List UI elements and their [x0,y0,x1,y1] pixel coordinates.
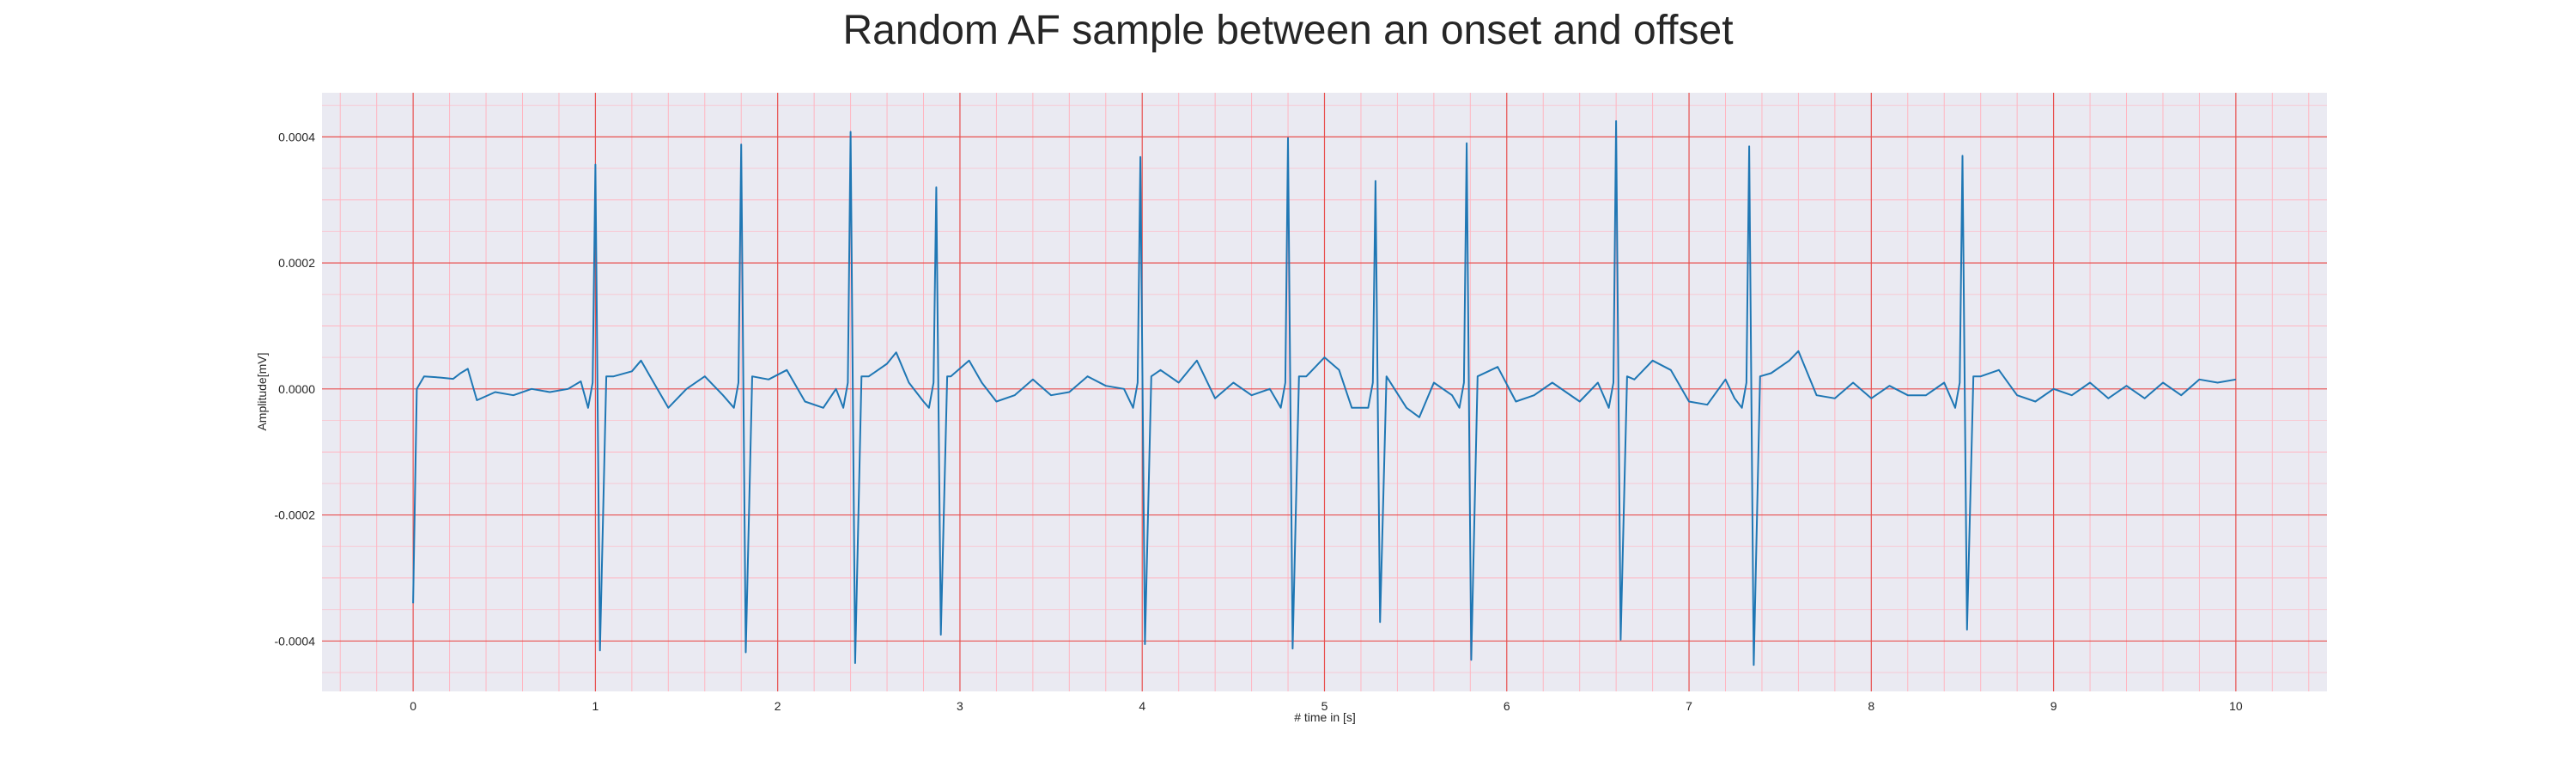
x-tick-label: 5 [1321,699,1328,713]
y-tick-label: -0.0004 [275,634,316,648]
x-axis-ticks: 0 1 2 3 4 5 6 7 8 9 10 [410,699,2243,713]
x-tick-label: 1 [592,699,599,713]
x-tick-label: 8 [1868,699,1874,713]
x-tick-label: 7 [1686,699,1692,713]
x-tick-label: 6 [1504,699,1510,713]
x-tick-label: 2 [775,699,781,713]
x-tick-label: 10 [2229,699,2243,713]
y-tick-label: -0.0002 [275,508,316,522]
x-tick-label: 0 [410,699,416,713]
x-tick-label: 9 [2050,699,2057,713]
signal-layer [412,120,2237,666]
y-tick-label: 0.0004 [278,130,315,143]
x-tick-label: 3 [957,699,963,713]
chart-title: Random AF sample between an onset and of… [842,8,1734,53]
y-tick-label: 0.0002 [278,256,315,270]
y-tick-label: 0.0000 [278,382,315,396]
major-grid [322,93,2327,691]
y-axis-ticks: -0.0004 -0.0002 0.0000 0.0002 0.0004 [275,130,316,648]
ecg-signal-line [412,120,2237,666]
x-axis-label: # time in [s] [1294,710,1356,724]
x-tick-label: 4 [1139,699,1145,713]
y-axis-label: Amplitude[mV] [255,352,269,430]
